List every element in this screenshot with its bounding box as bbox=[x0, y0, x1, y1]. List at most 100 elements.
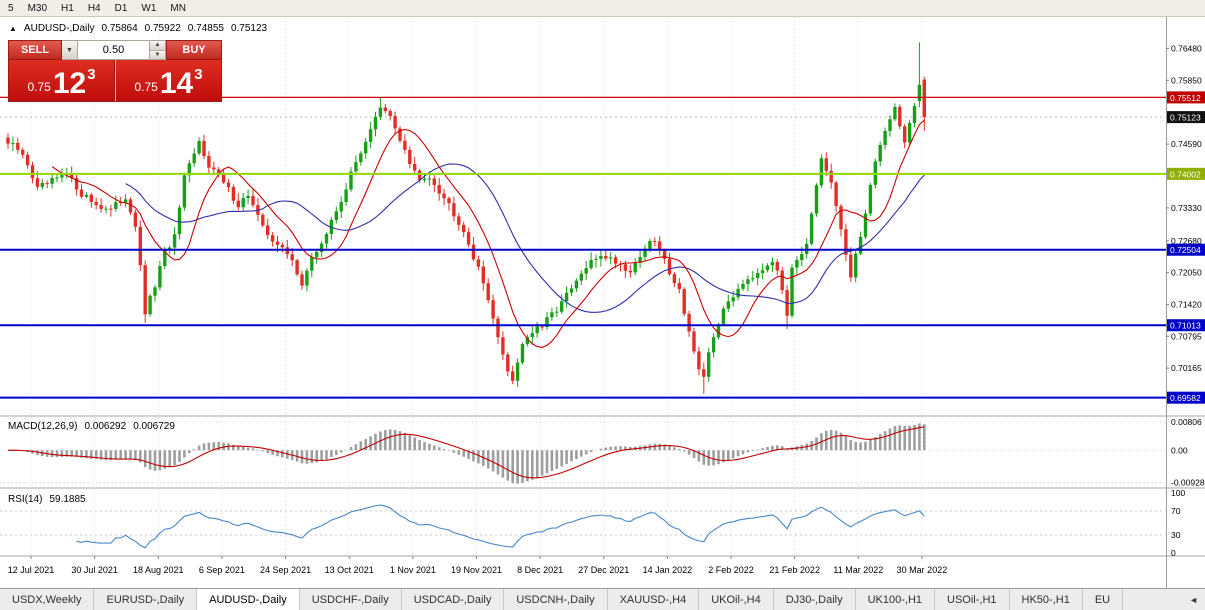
candle-body bbox=[741, 283, 745, 289]
candle-body bbox=[667, 258, 672, 275]
candle-body bbox=[305, 270, 309, 286]
chart-tab-eurusd-daily[interactable]: EURUSD-,Daily bbox=[94, 589, 198, 610]
rsi-line bbox=[76, 504, 925, 549]
x-axis-date-label: 14 Jan 2022 bbox=[643, 565, 693, 575]
candle-body bbox=[653, 240, 657, 242]
macd-scale-label: 0.00 bbox=[1171, 445, 1188, 455]
time-scale[interactable]: 12 Jul 2021 30 Jul 2021 18 Aug 2021 6 Sep 2… bbox=[8, 556, 948, 575]
sell-price-pips: 12 bbox=[52, 67, 87, 100]
candle-body bbox=[163, 249, 167, 266]
x-axis-date-label: 8 Dec 2021 bbox=[517, 565, 563, 575]
candle-body bbox=[16, 142, 20, 150]
candle-body bbox=[491, 300, 495, 319]
chart-tab-hk50-h1[interactable]: HK50-,H1 bbox=[1009, 589, 1083, 610]
chart-tab-usdcad-daily[interactable]: USDCAD-,Daily bbox=[401, 589, 505, 610]
candle-body bbox=[555, 311, 559, 313]
chart-tab-uk100-h1[interactable]: UK100-,H1 bbox=[855, 589, 936, 610]
candle-body bbox=[540, 326, 544, 328]
candle-body bbox=[99, 205, 103, 209]
candle-body bbox=[878, 145, 882, 162]
candle-body bbox=[197, 141, 201, 154]
candle-body bbox=[388, 111, 392, 117]
volume-step-up-button[interactable]: ▲ bbox=[150, 41, 165, 50]
sell-price-prefix: 0.75 bbox=[27, 80, 51, 94]
candle-body bbox=[525, 336, 530, 345]
candle-body bbox=[192, 153, 196, 164]
timeframe-button-d1[interactable]: D1 bbox=[108, 0, 135, 16]
candle-body bbox=[844, 229, 848, 255]
trade-panel-controls: SELL ▼ ▲ ▼ BUY bbox=[8, 40, 222, 60]
candle-body bbox=[574, 280, 579, 289]
volume-dropdown-button[interactable]: ▼ bbox=[62, 40, 78, 60]
timeframe-button-mn[interactable]: MN bbox=[163, 0, 193, 16]
candle-body bbox=[849, 254, 853, 278]
timeframe-button-w1[interactable]: W1 bbox=[134, 0, 163, 16]
timeframe-button-h4[interactable]: H4 bbox=[81, 0, 108, 16]
candle-body bbox=[809, 213, 814, 244]
buy-price-button[interactable]: 0.75 14 3 bbox=[115, 60, 222, 102]
candle-body bbox=[217, 169, 221, 175]
candle-body bbox=[839, 206, 843, 230]
rsi-layer bbox=[0, 504, 1166, 549]
tab-scroll-left-button[interactable]: ◄ bbox=[1189, 594, 1198, 605]
candle-body bbox=[609, 257, 613, 259]
candle-body bbox=[530, 333, 534, 337]
sell-price-point: 3 bbox=[87, 66, 96, 83]
candle-body bbox=[775, 261, 779, 271]
price-scale[interactable]: 0.76480 0.75850 0.74590 0.73330 0.72680 0.720… bbox=[1166, 43, 1205, 558]
candle-body bbox=[589, 259, 593, 269]
candles-layer[interactable] bbox=[6, 42, 926, 394]
candle-body bbox=[501, 337, 505, 355]
candle-body bbox=[270, 235, 275, 242]
macd-signal-line bbox=[7, 426, 925, 479]
candle-body bbox=[315, 251, 319, 258]
volume-input[interactable] bbox=[78, 40, 150, 60]
buy-button[interactable]: BUY bbox=[166, 40, 222, 60]
candle-body bbox=[128, 199, 133, 213]
x-axis-date-label: 27 Dec 2021 bbox=[578, 565, 629, 575]
chart-tab-usdx-weekly[interactable]: USDX,Weekly bbox=[0, 589, 95, 610]
volume-step-down-button[interactable]: ▼ bbox=[150, 49, 165, 59]
candle-body bbox=[187, 163, 191, 176]
candle-body bbox=[373, 116, 378, 130]
timeframe-button-m30[interactable]: M30 bbox=[21, 0, 54, 16]
chart-tab-audusd-daily[interactable]: AUDUSD-,Daily bbox=[197, 589, 300, 610]
candle-body bbox=[60, 174, 64, 178]
chart-tab-dj30-daily[interactable]: DJ30-,Daily bbox=[773, 589, 856, 610]
chart-tab-ukoil-h4[interactable]: UKOil-,H4 bbox=[699, 589, 774, 610]
candle-body bbox=[153, 287, 157, 296]
rsi-scale-label: 100 bbox=[1171, 488, 1185, 498]
y-axis-tick-label: 0.70165 bbox=[1171, 363, 1202, 373]
buy-price-prefix: 0.75 bbox=[134, 80, 158, 94]
candle-body bbox=[319, 243, 324, 252]
chart-tab-usdchf-daily[interactable]: USDCHF-,Daily bbox=[299, 589, 402, 610]
sell-price-button[interactable]: 0.75 12 3 bbox=[8, 60, 115, 102]
candle-body bbox=[515, 362, 520, 381]
chart-tab-usdcnh-daily[interactable]: USDCNH-,Daily bbox=[504, 589, 608, 610]
candle-body bbox=[579, 273, 583, 281]
candle-body bbox=[888, 119, 892, 131]
timeframe-button-5[interactable]: 5 bbox=[1, 0, 21, 16]
candle-body bbox=[883, 130, 887, 146]
candle-body bbox=[417, 170, 422, 181]
chart-tab-eu[interactable]: EU bbox=[1082, 589, 1124, 610]
candle-body bbox=[751, 278, 755, 280]
timeframe-button-h1[interactable]: H1 bbox=[54, 0, 81, 16]
chart-tab-xauusd-h4[interactable]: XAUUSD-,H4 bbox=[607, 589, 700, 610]
candle-body bbox=[790, 267, 794, 316]
macd-scale-label: 0.00806 bbox=[1171, 417, 1202, 427]
candle-body bbox=[922, 79, 926, 118]
candle-body bbox=[207, 156, 211, 168]
candle-body bbox=[633, 262, 637, 273]
candle-body bbox=[246, 195, 250, 199]
x-axis-date-label: 19 Nov 2021 bbox=[451, 565, 502, 575]
candle-body bbox=[432, 178, 436, 185]
candle-body bbox=[452, 203, 456, 217]
chart-tab-usoil-h1[interactable]: USOil-,H1 bbox=[935, 589, 1010, 610]
candle-body bbox=[403, 140, 407, 150]
one-click-panel-toggle-icon[interactable]: ▲ bbox=[9, 24, 17, 33]
sell-button[interactable]: SELL bbox=[8, 40, 62, 60]
price-badge bbox=[1167, 167, 1205, 180]
price-chart-canvas[interactable]: 0.76480 0.75850 0.74590 0.73330 0.72680 0.720… bbox=[0, 17, 1205, 588]
